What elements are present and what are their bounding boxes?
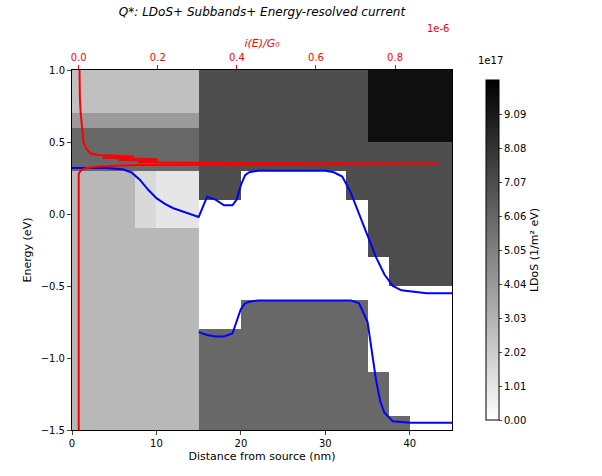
svg-text:0.0: 0.0	[49, 209, 65, 220]
svg-text:−1.0: −1.0	[41, 353, 65, 364]
svg-text:Q*: LDoS+ Subbands+ Energy-res: Q*: LDoS+ Subbands+ Energy-resolved curr…	[119, 5, 407, 19]
svg-text:40: 40	[403, 438, 416, 449]
svg-text:7.07: 7.07	[504, 177, 526, 188]
svg-text:2.02: 2.02	[504, 347, 526, 358]
svg-text:Energy (eV): Energy (eV)	[21, 218, 34, 283]
svg-text:0.5: 0.5	[49, 137, 65, 148]
svg-text:9.09: 9.09	[504, 109, 526, 120]
svg-text:0: 0	[69, 438, 75, 449]
svg-text:0.0: 0.0	[71, 52, 87, 63]
svg-text:0.8: 0.8	[387, 52, 403, 63]
svg-text:1.0: 1.0	[49, 65, 65, 76]
svg-text:1e17: 1e17	[478, 55, 503, 66]
svg-text:1.01: 1.01	[504, 381, 526, 392]
svg-text:−0.5: −0.5	[41, 281, 65, 292]
svg-text:8.08: 8.08	[504, 143, 526, 154]
svg-text:20: 20	[235, 438, 248, 449]
svg-text:LDoS (1/m² eV): LDoS (1/m² eV)	[528, 208, 541, 292]
svg-text:4.04: 4.04	[504, 279, 526, 290]
svg-text:−1.5: −1.5	[41, 425, 65, 436]
svg-text:0.6: 0.6	[308, 52, 324, 63]
svg-text:0.00: 0.00	[504, 415, 526, 426]
svg-text:0.4: 0.4	[229, 52, 245, 63]
svg-text:3.03: 3.03	[504, 313, 526, 324]
svg-text:i(E)/G₀: i(E)/G₀	[244, 37, 280, 50]
svg-text:1e-6: 1e-6	[427, 23, 450, 34]
svg-text:5.05: 5.05	[504, 245, 526, 256]
svg-text:Distance from source (nm): Distance from source (nm)	[189, 450, 336, 463]
svg-text:6.06: 6.06	[504, 211, 526, 222]
svg-text:0.2: 0.2	[150, 52, 166, 63]
svg-text:10: 10	[150, 438, 163, 449]
svg-text:30: 30	[319, 438, 332, 449]
